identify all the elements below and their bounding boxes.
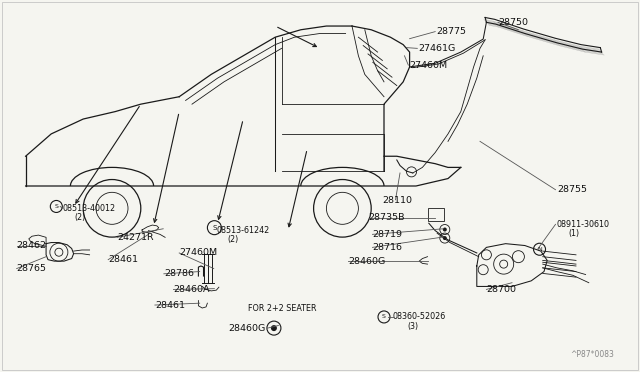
Text: 08911-30610: 08911-30610: [557, 220, 610, 229]
Text: (2): (2): [228, 235, 239, 244]
Text: 27460M: 27460M: [410, 61, 448, 70]
Text: 28460G: 28460G: [228, 324, 265, 333]
Text: 28719: 28719: [372, 230, 403, 239]
Text: (3): (3): [407, 322, 418, 331]
Text: 28462: 28462: [17, 241, 47, 250]
Text: 08513-40012: 08513-40012: [63, 204, 116, 213]
Text: 24271R: 24271R: [117, 233, 154, 242]
Text: FOR 2+2 SEATER: FOR 2+2 SEATER: [248, 304, 317, 313]
Text: 28460A: 28460A: [173, 285, 210, 294]
Text: 28750: 28750: [498, 18, 528, 27]
Text: 28765: 28765: [17, 264, 47, 273]
Text: N: N: [537, 247, 542, 252]
Text: 28461: 28461: [155, 301, 185, 310]
Text: 28700: 28700: [486, 285, 516, 294]
Text: 28110: 28110: [383, 196, 413, 205]
Text: S: S: [212, 225, 216, 231]
Text: S: S: [54, 204, 58, 209]
Text: 28461: 28461: [108, 255, 138, 264]
Bar: [428, 208, 444, 221]
Circle shape: [443, 236, 447, 240]
Text: 28786: 28786: [164, 269, 194, 278]
Text: 28716: 28716: [372, 243, 403, 252]
Circle shape: [443, 228, 447, 231]
Text: 27460M: 27460M: [179, 248, 218, 257]
Text: 28460G: 28460G: [348, 257, 385, 266]
Text: 08513-61242: 08513-61242: [216, 226, 269, 235]
Circle shape: [271, 325, 277, 331]
Text: 08360-52026: 08360-52026: [393, 312, 446, 321]
Text: 28775: 28775: [436, 27, 467, 36]
Text: S: S: [382, 314, 386, 320]
Text: (1): (1): [568, 229, 579, 238]
Text: (2): (2): [74, 213, 86, 222]
Text: 28735B: 28735B: [369, 213, 405, 222]
Text: 28755: 28755: [557, 185, 587, 194]
Text: ^P87*0083: ^P87*0083: [570, 350, 614, 359]
Text: 27461G: 27461G: [419, 44, 456, 53]
